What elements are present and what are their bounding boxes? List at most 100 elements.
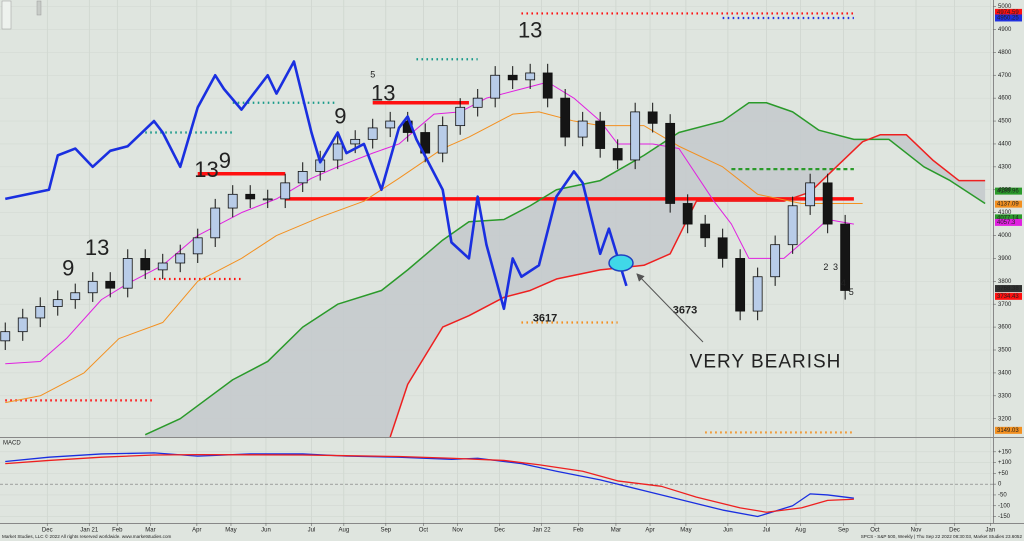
y-tick-label: 4900: [998, 27, 1012, 33]
price-label: 4137.09: [997, 202, 1019, 208]
x-tick-label: Jul: [308, 528, 316, 534]
price-label-box: [995, 218, 1022, 226]
x-tick-label: Jan: [986, 528, 996, 534]
candle-body: [577, 120, 588, 138]
candle-body: [210, 207, 221, 239]
annotation: 5: [370, 70, 375, 80]
x-tick-label: Mar: [611, 528, 621, 534]
x-tick-label: Sep: [380, 528, 391, 534]
y-tick-label: 3500: [998, 348, 1012, 354]
y-tick-label: 3900: [998, 256, 1012, 262]
price-label-box: [995, 214, 1022, 222]
y-tick-label: 4800: [998, 50, 1012, 56]
y-tick-label: 3800: [998, 279, 1012, 285]
candle-body: [437, 125, 448, 154]
candle-body: [0, 331, 11, 342]
annotation: 9: [334, 103, 346, 128]
macd-panel: [5, 452, 854, 518]
candle-body: [17, 317, 28, 333]
candle-body: [297, 171, 308, 184]
macd-tick-label: -150: [998, 514, 1011, 520]
candle-body: [840, 223, 851, 291]
candle-body: [52, 299, 63, 307]
price-label-box: [995, 200, 1022, 208]
candle-body: [175, 253, 186, 264]
x-tick-label: Mar: [145, 528, 155, 534]
price-label: 4077.14: [997, 215, 1019, 221]
x-tick-label: Aug: [338, 528, 349, 534]
x-tick-label: Jun: [723, 528, 733, 534]
annotation: 9: [62, 256, 74, 281]
candle-body: [245, 193, 256, 200]
macd-tick-label: +150: [998, 449, 1012, 455]
annotation: 2: [823, 262, 828, 272]
candle-body: [770, 244, 781, 278]
price-label: 3734.43: [997, 294, 1019, 300]
x-tick-label: Dec: [42, 528, 53, 534]
cloud: [145, 102, 986, 437]
x-tick-label: Dec: [494, 528, 505, 534]
annotation: 3617: [533, 313, 557, 325]
macd-title: MACD: [3, 441, 21, 447]
candle-body: [350, 138, 361, 145]
x-tick-label: Feb: [573, 528, 584, 534]
candle-body: [525, 72, 536, 81]
x-tick-label: Jul: [763, 528, 771, 534]
price-label: 4193.96: [997, 189, 1019, 195]
price-label: 3149.03: [997, 428, 1019, 434]
price-label: 4974.59: [997, 10, 1019, 16]
candle-body: [542, 72, 553, 99]
y-tick-label: 4300: [998, 164, 1012, 170]
candle-body: [122, 258, 133, 289]
indicator-line: [144, 101, 986, 436]
candle-body: [455, 106, 466, 127]
candle-body: [385, 120, 396, 129]
y-tick-label: 4600: [998, 96, 1012, 102]
candle-body: [70, 292, 81, 301]
x-tick-label: Jan 21: [80, 528, 99, 534]
pointer-arrow: [636, 273, 704, 343]
price-label-box: [995, 187, 1022, 195]
annotation: 9: [219, 148, 231, 173]
candle-body: [332, 143, 343, 161]
price-label: 4950.25: [997, 16, 1019, 22]
candle-body: [787, 205, 798, 246]
price-label: 4057.3: [997, 220, 1016, 226]
annotation: VERY BEARISH: [690, 352, 842, 373]
candle-body: [752, 276, 763, 312]
candle-body: [700, 223, 711, 239]
x-tick-label: Oct: [419, 528, 429, 534]
candle-body: [682, 203, 693, 225]
candle-body: [735, 258, 746, 312]
candle-body: [647, 111, 658, 124]
footer-left: Market Studies, LLC © 2022 All rights re…: [2, 533, 172, 539]
y-tick-label: 4400: [998, 142, 1012, 148]
x-tick-label: Sep: [838, 528, 849, 534]
x-tick-label: Jan 22: [533, 528, 552, 534]
candle-body: [35, 306, 46, 319]
y-tick-label: 4500: [998, 119, 1012, 125]
candle-body: [280, 182, 291, 200]
candle-body: [192, 237, 203, 255]
annotation: 13: [371, 81, 395, 106]
candle-body: [665, 122, 676, 204]
y-tick-label: 4200: [998, 187, 1012, 193]
x-tick-label: Apr: [645, 528, 654, 534]
price-label-box: [995, 292, 1022, 300]
x-tick-label: May: [680, 528, 691, 534]
x-tick-label: Apr: [192, 528, 201, 534]
candle-body: [595, 120, 606, 149]
overlay: [608, 254, 704, 343]
annotation: 13: [194, 157, 218, 182]
annotation: 13: [518, 18, 542, 43]
x-tick-label: Nov: [911, 528, 922, 534]
candle-body: [262, 198, 273, 201]
y-tick-label: 5000: [998, 4, 1012, 10]
y-tick-label: 4000: [998, 233, 1012, 239]
candle-body: [805, 182, 816, 207]
candle-body: [87, 280, 98, 294]
scroll-handle: [36, 0, 42, 16]
